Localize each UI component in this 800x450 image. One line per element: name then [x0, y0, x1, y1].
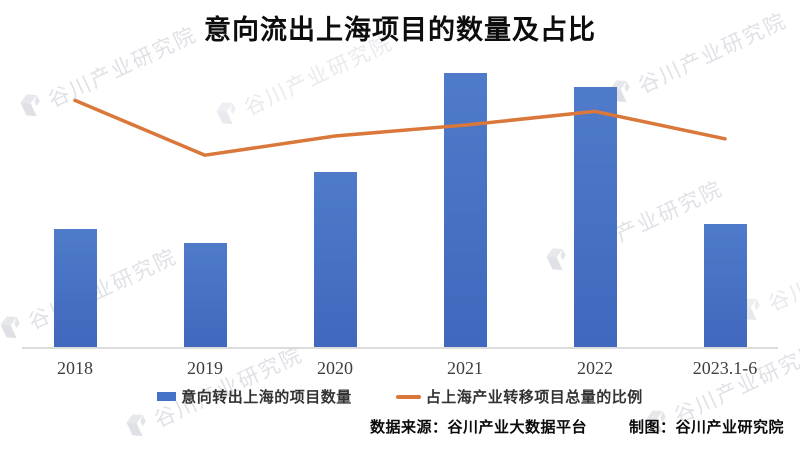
bar-2020	[313, 172, 357, 347]
footer: 数据来源：谷川产业大数据平台 制图：谷川产业研究院	[370, 416, 784, 437]
bar-legend-swatch-icon	[157, 392, 177, 401]
legend-item-bars: 意向转出上海的项目数量	[157, 386, 352, 407]
legend-item-line: 占上海产业转移项目总量的比例	[395, 386, 643, 407]
x-axis-label-2020: 2020	[317, 358, 353, 378]
x-axis-line	[22, 347, 778, 349]
legend-bar-label: 意向转出上海的项目数量	[181, 390, 352, 406]
bar-2018	[53, 229, 97, 347]
chart-title: 意向流出上海项目的数量及占比	[204, 15, 596, 45]
bar-2019	[183, 243, 227, 347]
bar-2021	[443, 73, 487, 347]
line-legend-swatch-icon	[395, 394, 421, 399]
bar-2022	[573, 87, 617, 347]
legend-line-label: 占上海产业转移项目总量的比例	[425, 390, 643, 406]
x-axis-label-2021: 2021	[447, 358, 483, 378]
x-axis-label-2022: 2022	[577, 358, 613, 378]
x-axis-label-2018: 2018	[57, 358, 93, 378]
data-source-text: 数据来源：谷川产业大数据平台	[369, 420, 587, 436]
bar-2023.1-6	[703, 224, 747, 347]
legend: 意向转出上海的项目数量 占上海产业转移项目总量的比例	[0, 386, 800, 407]
credit-text: 制图：谷川产业研究院	[628, 420, 784, 436]
x-axis-label-2019: 2019	[187, 358, 223, 378]
x-axis-label-2023.1-6: 2023.1-6	[692, 358, 758, 378]
